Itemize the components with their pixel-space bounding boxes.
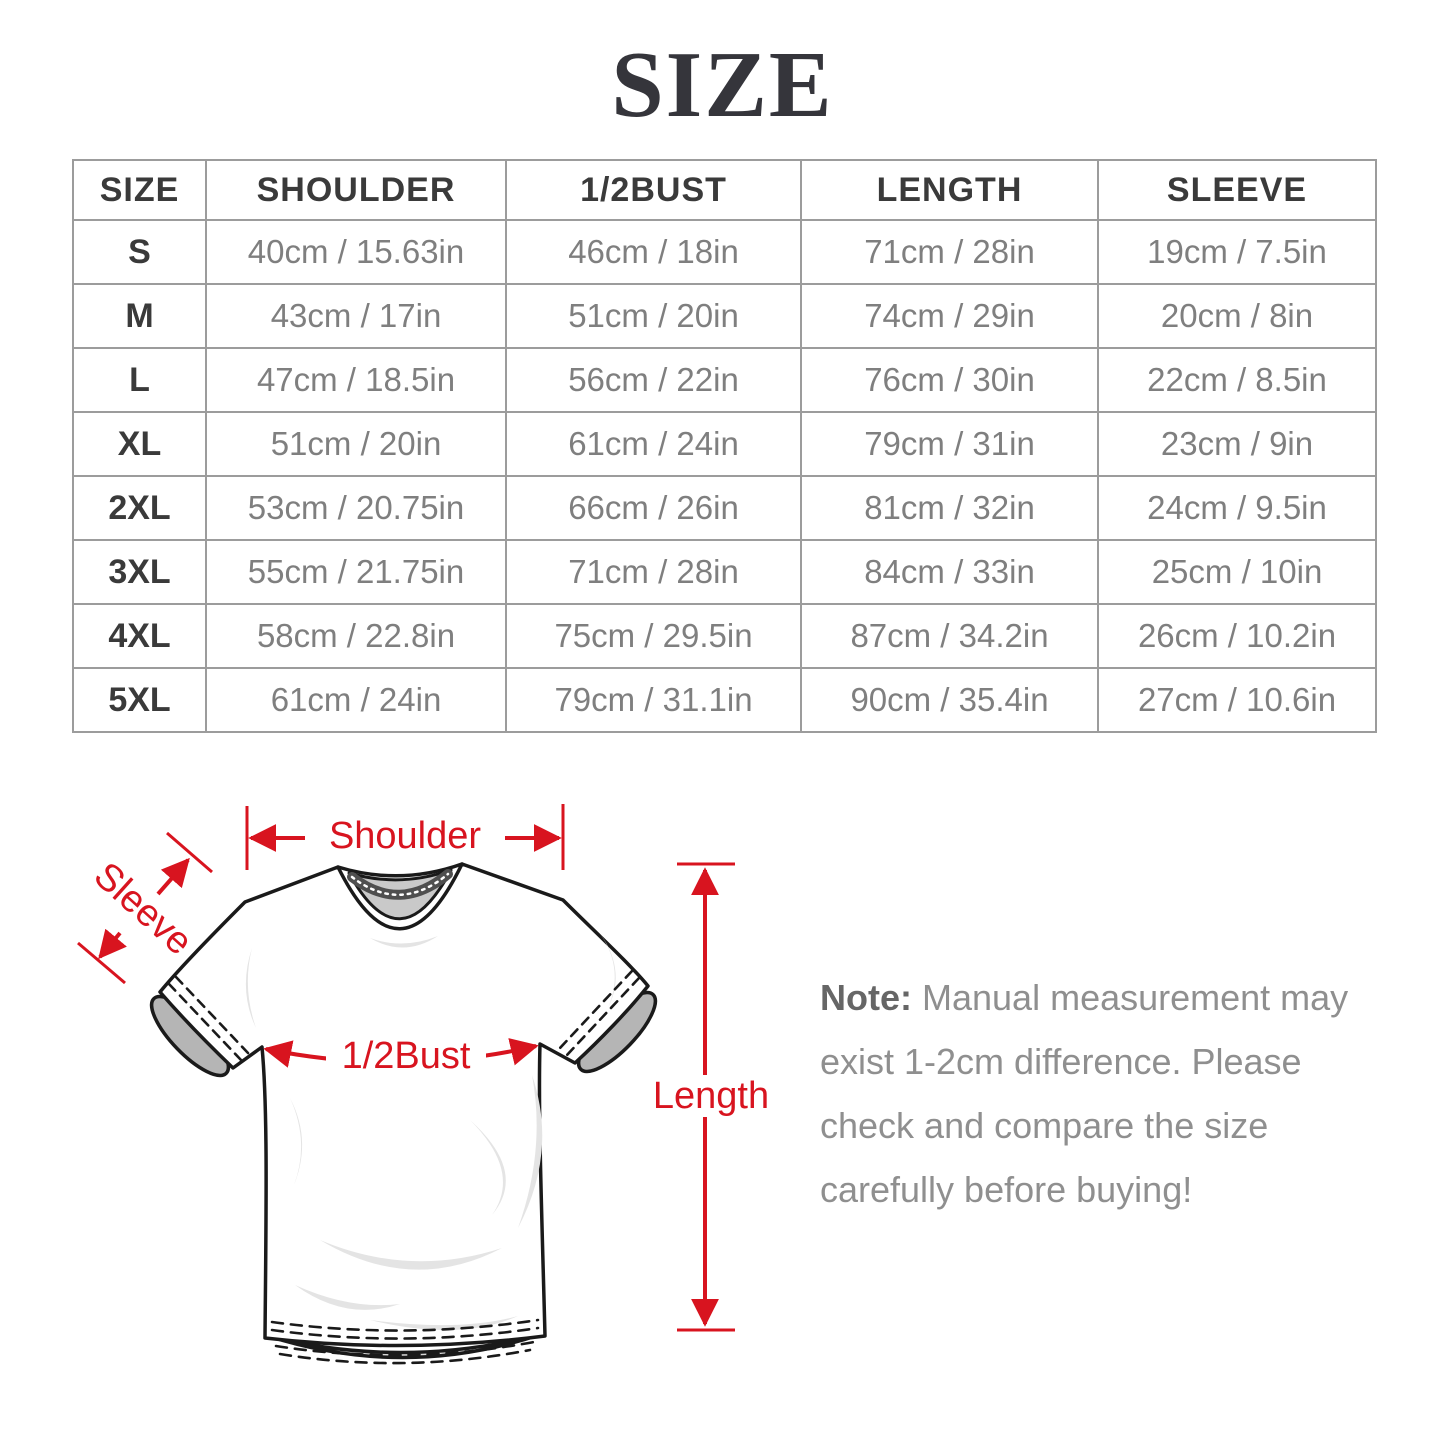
size-cell: M: [72, 283, 207, 349]
bust-label: 1/2Bust: [326, 1035, 486, 1077]
value-cell: 40cm / 15.63in: [205, 219, 507, 285]
header-length: LENGTH: [800, 159, 1099, 221]
value-cell: 56cm / 22in: [505, 347, 802, 413]
header-sleeve: SLEEVE: [1097, 159, 1377, 221]
value-cell: 71cm / 28in: [800, 219, 1099, 285]
table-row: 5XL 61cm / 24in 79cm / 31.1in 90cm / 35.…: [72, 667, 1377, 733]
table-row: M 43cm / 17in 51cm / 20in 74cm / 29in 20…: [72, 283, 1377, 349]
table-row: 4XL 58cm / 22.8in 75cm / 29.5in 87cm / 3…: [72, 603, 1377, 669]
tshirt-diagram: [77, 804, 735, 1365]
value-cell: 76cm / 30in: [800, 347, 1099, 413]
value-cell: 47cm / 18.5in: [205, 347, 507, 413]
note-line: check and compare the size: [820, 1105, 1269, 1146]
value-cell: 81cm / 32in: [800, 475, 1099, 541]
note-label: Note:: [820, 977, 912, 1018]
note-line-text: Manual measurement may: [912, 977, 1349, 1018]
length-label: Length: [651, 1075, 771, 1117]
value-cell: 61cm / 24in: [505, 411, 802, 477]
tshirt-drawing: [149, 862, 658, 1365]
value-cell: 79cm / 31.1in: [505, 667, 802, 733]
size-cell: 4XL: [72, 603, 207, 669]
size-cell: S: [72, 219, 207, 285]
table-row: 3XL 55cm / 21.75in 71cm / 28in 84cm / 33…: [72, 539, 1377, 605]
value-cell: 51cm / 20in: [505, 283, 802, 349]
value-cell: 22cm / 8.5in: [1097, 347, 1377, 413]
value-cell: 66cm / 26in: [505, 475, 802, 541]
value-cell: 20cm / 8in: [1097, 283, 1377, 349]
table-row: S 40cm / 15.63in 46cm / 18in 71cm / 28in…: [72, 219, 1377, 285]
table-row: XL 51cm / 20in 61cm / 24in 79cm / 31in 2…: [72, 411, 1377, 477]
value-cell: 27cm / 10.6in: [1097, 667, 1377, 733]
size-cell: 5XL: [72, 667, 207, 733]
value-cell: 23cm / 9in: [1097, 411, 1377, 477]
value-cell: 26cm / 10.2in: [1097, 603, 1377, 669]
note-line: carefully before buying!: [820, 1169, 1193, 1210]
note-text: Note: Manual measurement may exist 1-2cm…: [820, 966, 1400, 1222]
shoulder-label: Shoulder: [305, 815, 505, 857]
value-cell: 25cm / 10in: [1097, 539, 1377, 605]
value-cell: 46cm / 18in: [505, 219, 802, 285]
note-line: exist 1-2cm difference. Please: [820, 1041, 1302, 1082]
value-cell: 51cm / 20in: [205, 411, 507, 477]
value-cell: 79cm / 31in: [800, 411, 1099, 477]
note-line: Note: Manual measurement may: [820, 966, 1400, 1030]
size-table: SIZE SHOULDER 1/2BUST LENGTH SLEEVE S 40…: [72, 159, 1377, 733]
table-row: L 47cm / 18.5in 56cm / 22in 76cm / 30in …: [72, 347, 1377, 413]
sleeve-dimension: [77, 831, 213, 985]
value-cell: 53cm / 20.75in: [205, 475, 507, 541]
header-size: SIZE: [72, 159, 207, 221]
value-cell: 84cm / 33in: [800, 539, 1099, 605]
header-shoulder: SHOULDER: [205, 159, 507, 221]
value-cell: 61cm / 24in: [205, 667, 507, 733]
value-cell: 71cm / 28in: [505, 539, 802, 605]
page-title: SIZE: [611, 33, 834, 137]
value-cell: 55cm / 21.75in: [205, 539, 507, 605]
value-cell: 90cm / 35.4in: [800, 667, 1099, 733]
table-row: 2XL 53cm / 20.75in 66cm / 26in 81cm / 32…: [72, 475, 1377, 541]
value-cell: 74cm / 29in: [800, 283, 1099, 349]
value-cell: 24cm / 9.5in: [1097, 475, 1377, 541]
table-header-row: SIZE SHOULDER 1/2BUST LENGTH SLEEVE: [72, 159, 1377, 221]
size-cell: 2XL: [72, 475, 207, 541]
size-cell: 3XL: [72, 539, 207, 605]
size-cell: XL: [72, 411, 207, 477]
value-cell: 58cm / 22.8in: [205, 603, 507, 669]
value-cell: 75cm / 29.5in: [505, 603, 802, 669]
value-cell: 19cm / 7.5in: [1097, 219, 1377, 285]
header-bust: 1/2BUST: [505, 159, 802, 221]
value-cell: 87cm / 34.2in: [800, 603, 1099, 669]
size-cell: L: [72, 347, 207, 413]
value-cell: 43cm / 17in: [205, 283, 507, 349]
